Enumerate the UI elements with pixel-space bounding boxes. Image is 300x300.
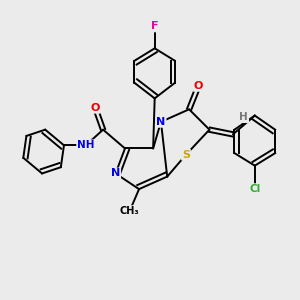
Text: O: O bbox=[91, 103, 100, 113]
Text: CH₃: CH₃ bbox=[120, 206, 140, 216]
Text: O: O bbox=[194, 81, 203, 91]
Text: S: S bbox=[182, 150, 190, 160]
Text: N: N bbox=[111, 169, 120, 178]
Text: F: F bbox=[151, 21, 158, 32]
Text: Cl: Cl bbox=[249, 184, 260, 194]
Text: N: N bbox=[156, 117, 166, 127]
Text: NH: NH bbox=[77, 140, 94, 150]
Text: H: H bbox=[239, 112, 248, 122]
